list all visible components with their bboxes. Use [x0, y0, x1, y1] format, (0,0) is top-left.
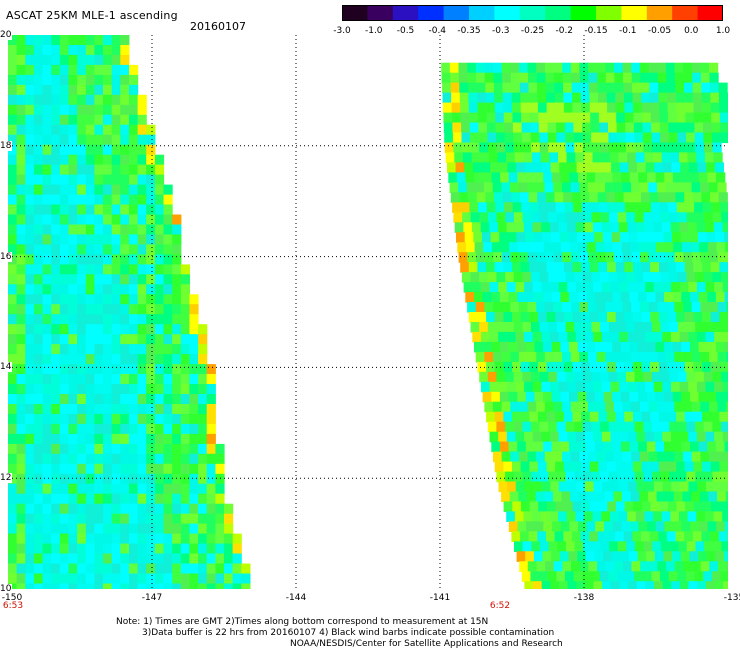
color-scale-segment	[697, 5, 723, 21]
color-scale-tick-label: -1.0	[364, 26, 383, 36]
longitude-label: -144	[285, 593, 307, 603]
color-scale-tick-label: -0.1	[618, 26, 637, 36]
longitude-label: -135	[723, 593, 740, 603]
graticule	[8, 35, 728, 589]
longitude-label: -150	[1, 593, 23, 603]
note-line-3: NOAA/NESDIS/Center for Satellite Applica…	[290, 639, 563, 649]
latitude-label: 12	[0, 473, 13, 484]
pass-time-west: 6:53	[2, 601, 24, 611]
note-line-1: Note: 1) Times are GMT 2)Times along bot…	[116, 617, 489, 627]
latitude-label: 14	[0, 362, 13, 373]
color-scale-segment	[545, 5, 572, 21]
longitude-label: -147	[141, 593, 163, 603]
latitude-label: 20	[0, 30, 13, 40]
color-scale-tick-label: 0.0	[684, 26, 699, 36]
swath-cells	[8, 35, 728, 589]
color-scale-segment	[443, 5, 470, 21]
product-title: ASCAT 25KM MLE-1 ascending	[6, 9, 178, 22]
color-scale-segment	[494, 5, 521, 21]
color-scale-tick-label: -0.05	[647, 26, 672, 36]
color-scale-tick-label: -0.5	[396, 26, 415, 36]
color-scale-bar	[342, 5, 723, 21]
latitude-label: 16	[0, 251, 13, 262]
color-scale-tick-label: -0.15	[584, 26, 608, 36]
color-scale-segment	[469, 5, 495, 21]
color-scale-segment	[392, 5, 419, 21]
color-scale-segment	[646, 5, 673, 21]
color-scale-tick-label: -0.2	[555, 26, 574, 36]
wind-speed-map[interactable]	[8, 35, 728, 589]
longitude-label: -138	[573, 593, 595, 603]
color-scale-segment	[570, 5, 597, 21]
color-scale-tick-label: 1.0	[715, 26, 731, 36]
color-scale-segment	[621, 5, 648, 21]
product-date: 20160107	[190, 20, 246, 33]
note-line-2: 3)Data buffer is 22 hrs from 20160107 4)…	[142, 628, 555, 638]
color-scale-tick-label: -0.3	[491, 26, 510, 36]
pass-time-east: 6:52	[489, 601, 511, 611]
color-scale-tick-label: -0.4	[428, 26, 447, 36]
color-scale-segment	[519, 5, 546, 21]
color-scale-tick-label: -3.0	[333, 26, 351, 36]
color-scale-segment	[596, 5, 622, 21]
latitude-label: 18	[0, 140, 13, 151]
color-scale-segment	[418, 5, 445, 21]
latitude-label: 10	[0, 584, 13, 594]
color-scale-tick-label: -0.25	[520, 26, 545, 36]
color-scale-tick-label: -0.35	[457, 26, 481, 36]
color-scale-segment	[672, 5, 699, 21]
color-scale-segment	[342, 5, 368, 21]
color-scale-segment	[367, 5, 394, 21]
longitude-label: -141	[429, 593, 451, 603]
